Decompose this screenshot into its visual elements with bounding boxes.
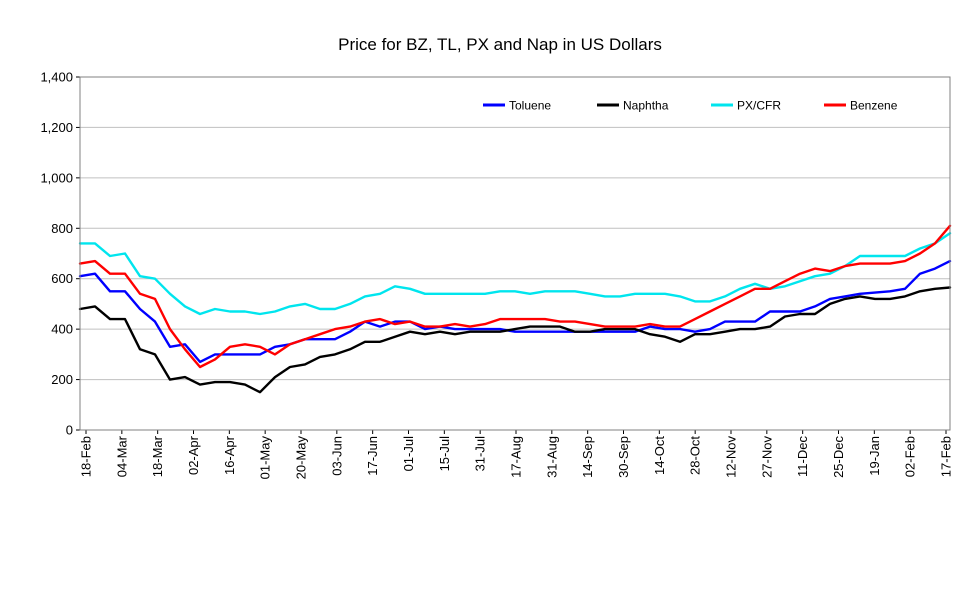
x-tick-label: 16-Apr	[222, 435, 237, 475]
y-axis: 0 200 400 600 800 1,000 1,200 1,400	[40, 70, 80, 438]
series-line-naphtha	[78, 286, 952, 394]
x-tick-label: 30-Sep	[616, 436, 631, 478]
x-tick-label: 27-Nov	[759, 436, 774, 478]
x-tick-label: 15-Jul	[437, 436, 452, 472]
plot-frame	[79, 76, 951, 431]
x-tick-label: 31-Jul	[473, 436, 488, 472]
legend-label: Naphtha	[623, 99, 669, 113]
x-tick-label: 18-Feb	[79, 436, 94, 477]
series-line-px-cfr	[78, 232, 952, 316]
series-lines	[78, 224, 952, 394]
x-tick-label: 17-Aug	[509, 436, 524, 478]
series-line-benzene	[78, 224, 952, 369]
x-tick-label: 14-Oct	[652, 436, 667, 475]
x-tick-label: 20-May	[294, 436, 309, 480]
y-tick-label: 0	[66, 423, 73, 438]
y-tick-label: 1,000	[40, 170, 73, 185]
legend-label: Benzene	[850, 99, 898, 113]
x-tick-label: 02-Apr	[186, 435, 201, 475]
y-tick-label: 400	[51, 322, 73, 337]
x-axis: 18-Feb 04-Mar 18-Mar 02-Apr 16-Apr 01-May 20-M…	[79, 430, 954, 479]
chart-title: Price for BZ, TL, PX and Nap in US Dolla…	[338, 35, 662, 54]
x-tick-label: 14-Sep	[580, 436, 595, 478]
y-tick-label: 1,200	[40, 120, 73, 135]
gridlines	[80, 126, 950, 381]
legend: Toluene Naphtha PX/CFR Benzene	[483, 99, 898, 113]
x-tick-label: 31-Aug	[544, 436, 559, 478]
legend-label: Toluene	[509, 99, 551, 113]
x-tick-label: 17-Feb	[939, 436, 954, 477]
y-tick-label: 600	[51, 271, 73, 286]
series-line-toluene	[78, 259, 952, 364]
x-tick-label: 12-Nov	[724, 436, 739, 478]
legend-label: PX/CFR	[737, 99, 781, 113]
x-tick-label: 11-Dec	[795, 436, 810, 477]
y-tick-label: 1,400	[40, 70, 73, 85]
y-tick-label: 800	[51, 221, 73, 236]
x-tick-label: 03-Jun	[329, 436, 344, 476]
x-tick-label: 01-Jul	[401, 436, 416, 472]
x-tick-label: 01-May	[258, 436, 273, 480]
x-tick-label: 02-Feb	[903, 436, 918, 477]
x-tick-label: 25-Dec	[831, 436, 846, 478]
x-tick-label: 28-Oct	[688, 436, 703, 475]
x-tick-label: 19-Jan	[867, 436, 882, 476]
x-tick-label: 18-Mar	[150, 435, 165, 477]
y-tick-label: 200	[51, 372, 73, 387]
x-tick-label: 17-Jun	[365, 436, 380, 476]
x-tick-label: 04-Mar	[114, 435, 129, 477]
